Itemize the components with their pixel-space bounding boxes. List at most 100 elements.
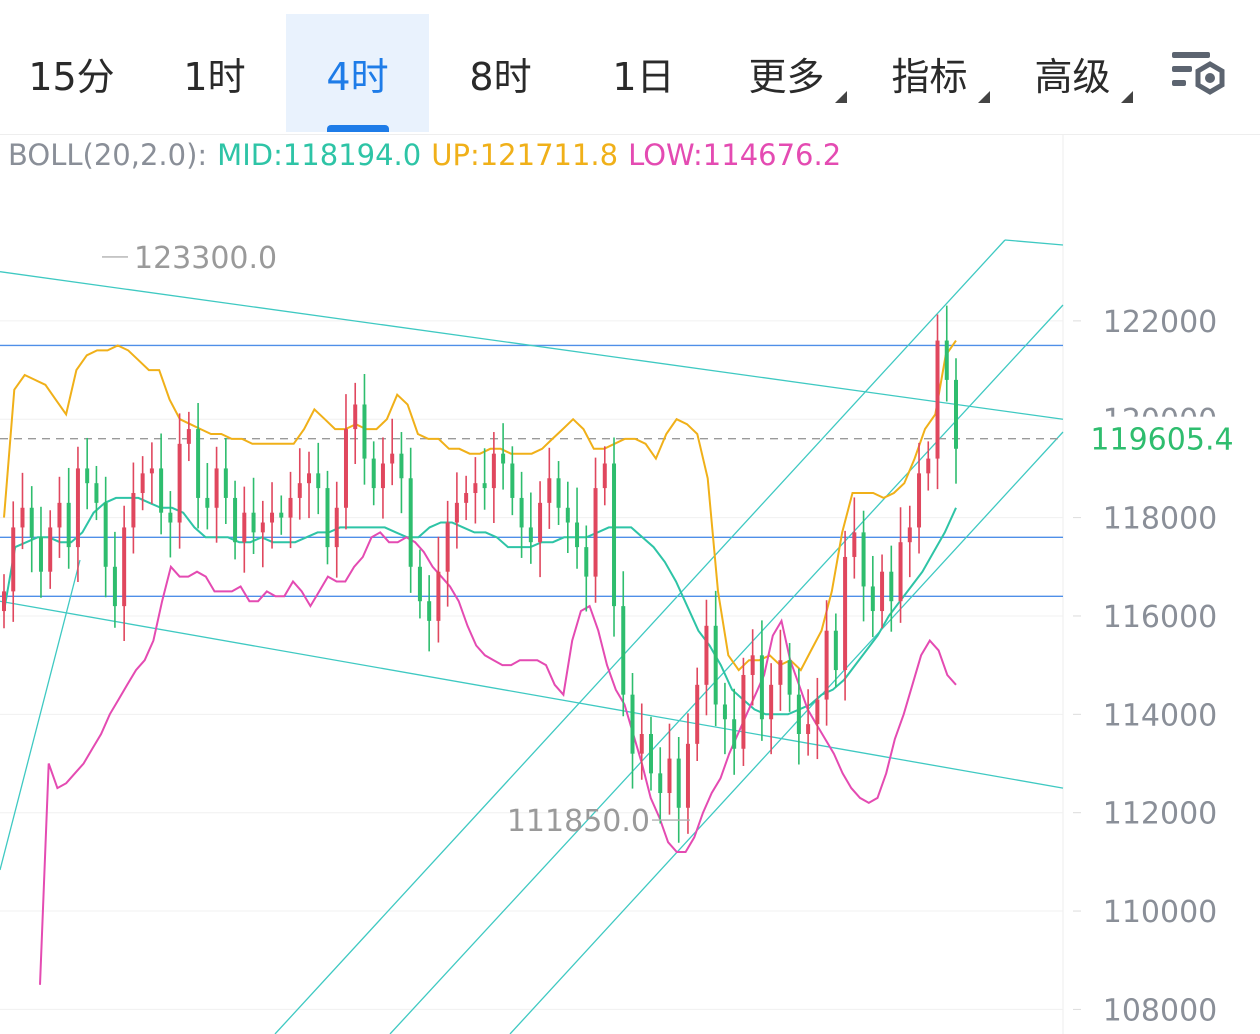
candle bbox=[658, 747, 663, 824]
boll-upper-line bbox=[3, 340, 957, 672]
candle-body bbox=[168, 512, 173, 523]
candle-body bbox=[833, 630, 838, 671]
up-trendline bbox=[389, 304, 1064, 1034]
candle bbox=[343, 394, 348, 530]
candle-body bbox=[491, 453, 496, 489]
low-label: 111850.0 bbox=[507, 804, 650, 839]
candle bbox=[815, 677, 820, 760]
candle-body bbox=[454, 502, 459, 523]
candle bbox=[112, 531, 117, 628]
candle-body bbox=[870, 586, 875, 612]
candle bbox=[639, 703, 644, 780]
candle bbox=[445, 500, 450, 607]
candle-body bbox=[907, 527, 912, 543]
candle bbox=[223, 437, 228, 524]
y-tick-label: 122000 bbox=[1103, 305, 1218, 340]
boll-name: BOLL(20,2.0): bbox=[8, 138, 208, 172]
candle-body bbox=[815, 699, 820, 725]
candle-body bbox=[713, 625, 718, 705]
tab-1[interactable]: 15分 bbox=[0, 14, 143, 132]
candle-body bbox=[464, 493, 469, 503]
tab-3[interactable]: 4时 bbox=[286, 14, 429, 132]
candle-body bbox=[2, 591, 6, 612]
candle-body bbox=[722, 704, 727, 720]
candle-body bbox=[926, 458, 931, 474]
candle-body bbox=[824, 630, 829, 700]
candle bbox=[454, 472, 459, 549]
chart-settings-icon bbox=[1172, 52, 1225, 95]
candle bbox=[297, 448, 302, 520]
trend-channels bbox=[0, 239, 1064, 1034]
candle-body bbox=[334, 507, 339, 548]
up-trendline bbox=[0, 559, 81, 871]
candle bbox=[482, 448, 487, 510]
candle bbox=[140, 456, 145, 511]
candle-body bbox=[57, 502, 62, 528]
candle bbox=[316, 442, 321, 515]
candle bbox=[408, 447, 413, 593]
candle-body bbox=[242, 512, 247, 543]
candle-body bbox=[122, 527, 127, 607]
candle bbox=[556, 461, 561, 525]
candle-body bbox=[621, 606, 626, 695]
candle-body bbox=[695, 684, 700, 744]
candle bbox=[732, 688, 737, 775]
candle bbox=[722, 682, 727, 755]
candle-body bbox=[353, 404, 358, 430]
candle-body bbox=[510, 463, 515, 498]
tab-8[interactable]: 高级 bbox=[1001, 14, 1144, 132]
candle-body bbox=[112, 566, 117, 607]
candle-body bbox=[944, 340, 949, 380]
candle bbox=[861, 510, 866, 622]
boll-mid: MID:118194.0 bbox=[217, 138, 422, 172]
candle-body bbox=[417, 566, 422, 602]
candle bbox=[907, 505, 912, 578]
candle-body bbox=[889, 571, 894, 602]
tab-2[interactable]: 1时 bbox=[143, 14, 286, 132]
down-trendline bbox=[0, 271, 1064, 420]
candle bbox=[769, 663, 774, 755]
candle-body bbox=[602, 463, 607, 489]
candle-body bbox=[796, 694, 801, 734]
candle bbox=[824, 600, 829, 726]
candle-body bbox=[676, 758, 681, 808]
candle-body bbox=[648, 734, 653, 774]
tab-label: 4时 bbox=[326, 54, 389, 99]
candle bbox=[288, 471, 293, 549]
current-price-label: 119605.4 bbox=[1090, 423, 1233, 458]
candle bbox=[196, 403, 201, 529]
candle-body bbox=[769, 684, 774, 720]
candle bbox=[584, 525, 589, 612]
candle bbox=[648, 716, 653, 791]
chart-grid bbox=[0, 134, 1081, 1034]
tab-7[interactable]: 指标 bbox=[858, 14, 1001, 132]
candle bbox=[334, 481, 339, 578]
tab-6[interactable]: 更多 bbox=[715, 14, 858, 132]
tab-4[interactable]: 8时 bbox=[429, 14, 572, 132]
candle-body bbox=[260, 522, 265, 533]
chart-settings-button[interactable] bbox=[1170, 48, 1230, 100]
bollinger-bands bbox=[3, 340, 957, 985]
candle bbox=[833, 613, 838, 688]
candle-body bbox=[103, 502, 108, 567]
candle bbox=[214, 446, 219, 543]
candle bbox=[177, 413, 182, 549]
candle-body bbox=[75, 468, 80, 548]
candle-body bbox=[538, 502, 543, 543]
candle-body bbox=[399, 453, 404, 479]
candle-body bbox=[658, 773, 663, 794]
candle-body bbox=[473, 483, 478, 494]
tab-5[interactable]: 1日 bbox=[572, 14, 715, 132]
up-trendline-cap bbox=[1004, 239, 1064, 246]
candle bbox=[390, 418, 395, 486]
candle bbox=[870, 555, 875, 638]
candle bbox=[251, 477, 256, 554]
candle bbox=[695, 667, 700, 762]
candle bbox=[371, 441, 376, 506]
candle bbox=[741, 657, 746, 766]
candle bbox=[796, 668, 801, 765]
candle bbox=[778, 629, 783, 711]
candle-body bbox=[759, 655, 764, 720]
candle bbox=[149, 442, 154, 504]
